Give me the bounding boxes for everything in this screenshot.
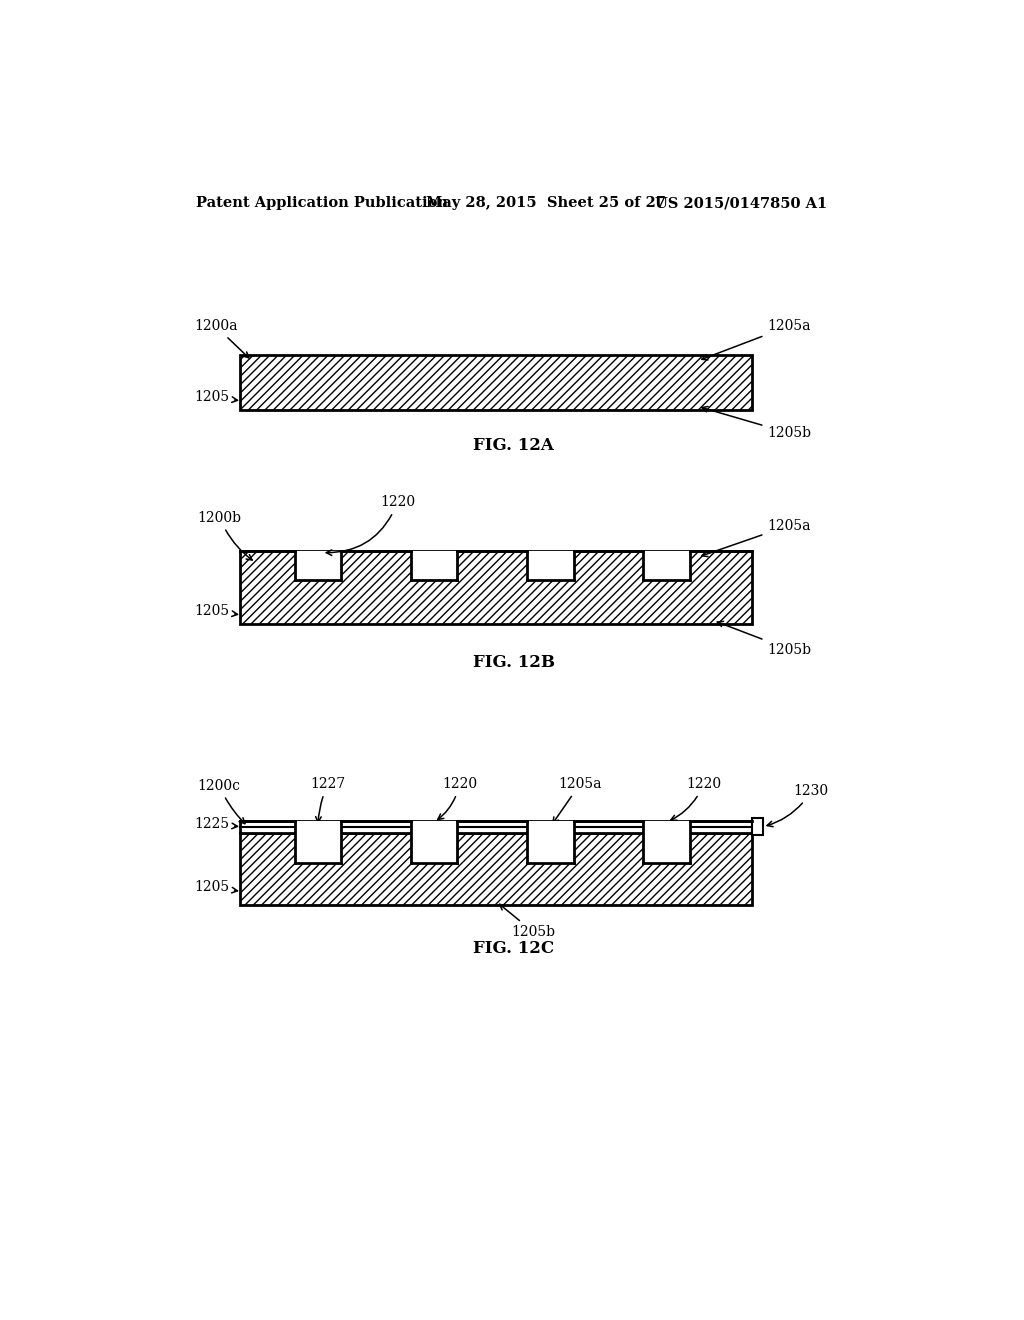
Text: 1200a: 1200a — [194, 319, 249, 358]
Text: 1220: 1220 — [671, 777, 721, 820]
Text: US 2015/0147850 A1: US 2015/0147850 A1 — [655, 197, 827, 210]
Text: 1227: 1227 — [310, 777, 345, 822]
Text: 1205: 1205 — [194, 605, 238, 618]
Text: 1230: 1230 — [767, 784, 828, 826]
Text: Patent Application Publication: Patent Application Publication — [197, 197, 449, 210]
Bar — [752, 818, 763, 836]
Text: FIG. 12B: FIG. 12B — [473, 653, 555, 671]
Bar — [241, 833, 752, 906]
Bar — [643, 552, 690, 581]
Bar — [295, 552, 341, 581]
Text: May 28, 2015  Sheet 25 of 27: May 28, 2015 Sheet 25 of 27 — [426, 197, 667, 210]
Bar — [527, 821, 573, 863]
Bar — [411, 552, 458, 581]
Text: 1205a: 1205a — [553, 777, 602, 824]
Text: 1200c: 1200c — [198, 779, 245, 824]
Text: 1225: 1225 — [194, 817, 238, 832]
Text: 1205b: 1205b — [701, 407, 811, 440]
Bar — [643, 821, 690, 863]
Text: 1220: 1220 — [327, 495, 415, 556]
Bar — [241, 355, 752, 411]
Bar — [241, 552, 752, 624]
Bar — [241, 821, 752, 833]
Text: 1205a: 1205a — [701, 519, 811, 557]
Text: 1205: 1205 — [194, 880, 238, 895]
Text: 1200b: 1200b — [198, 511, 252, 560]
Text: 1205: 1205 — [194, 389, 238, 404]
Text: 1205b: 1205b — [500, 904, 556, 939]
Text: 1205a: 1205a — [701, 319, 811, 360]
Bar — [527, 552, 573, 581]
Text: FIG. 12A: FIG. 12A — [473, 437, 554, 454]
Bar — [295, 821, 341, 863]
Bar — [411, 821, 458, 863]
Text: 1205b: 1205b — [718, 622, 811, 656]
Text: FIG. 12C: FIG. 12C — [473, 940, 554, 957]
Text: 1220: 1220 — [437, 777, 477, 820]
